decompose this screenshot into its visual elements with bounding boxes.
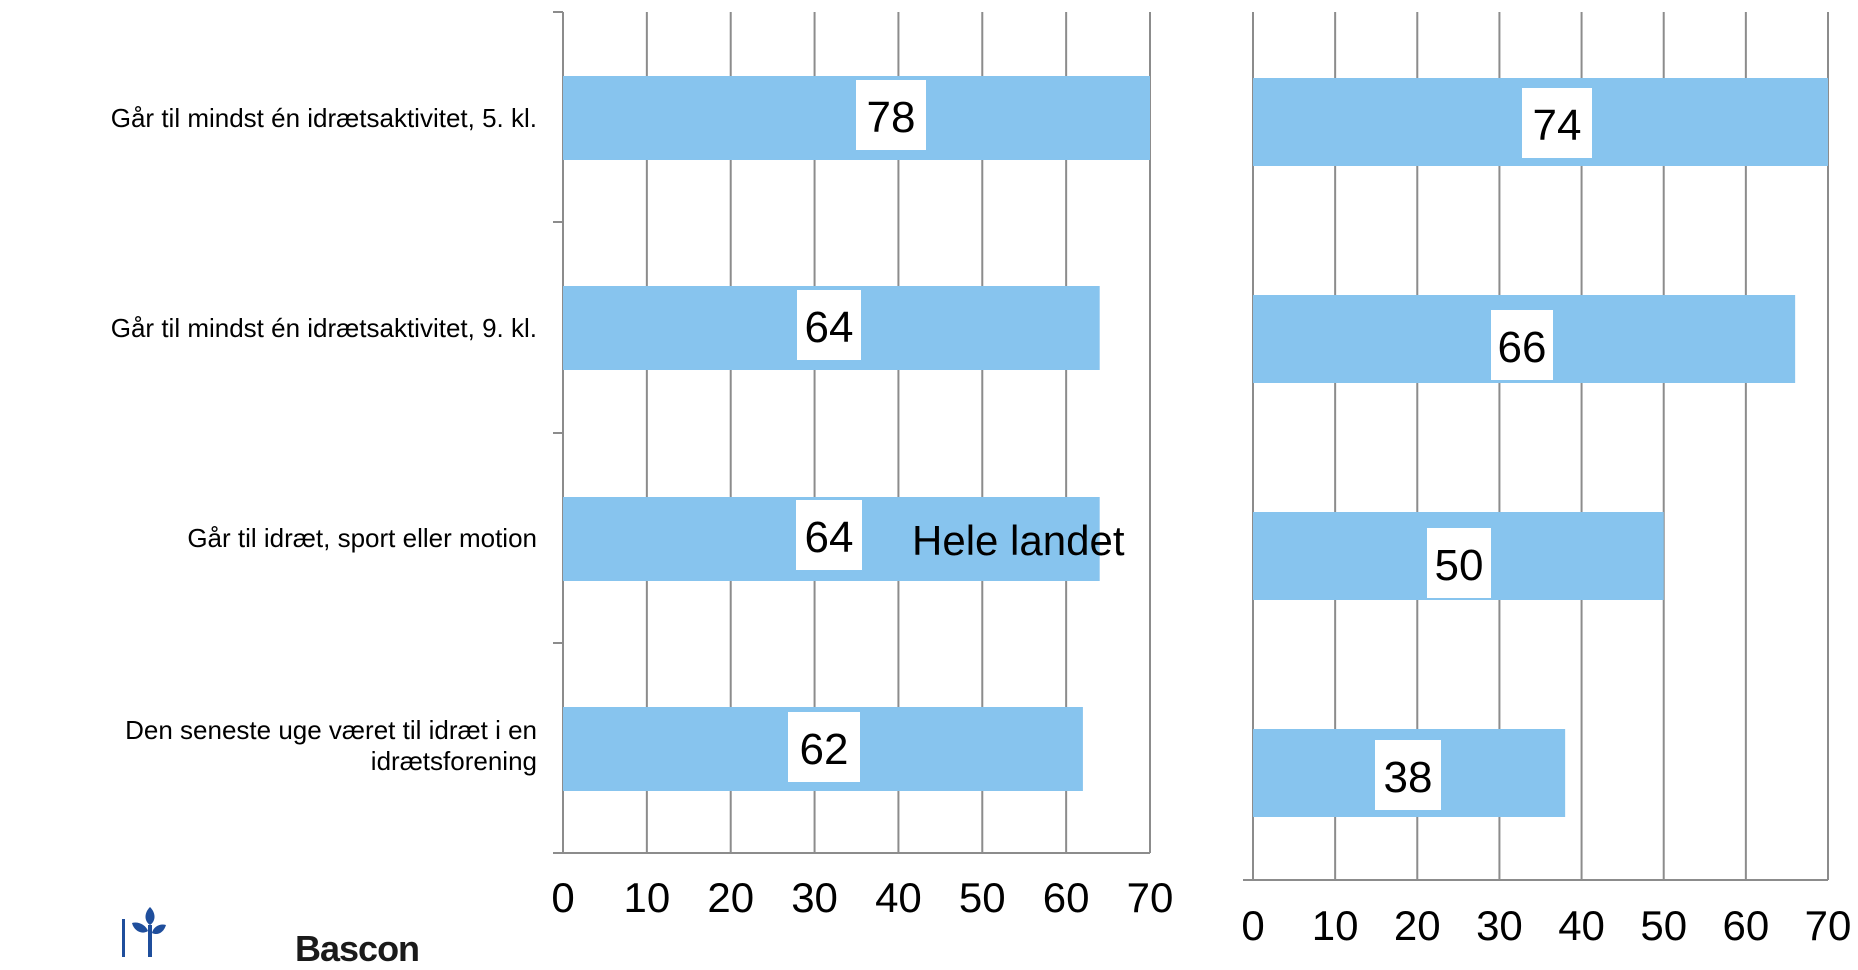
x-tick-label-2-10: 10	[1312, 902, 1359, 949]
data-label-box-2-4	[1375, 740, 1441, 810]
x-tick-label-2-20: 20	[1394, 902, 1441, 949]
data-label-box-2-2	[1491, 310, 1553, 380]
data-label-1-2: 64	[805, 303, 854, 352]
data-label-box-2-1	[1522, 88, 1592, 158]
chart-annotation: Hele landet	[912, 517, 1125, 564]
x-tick-label-1-0: 0	[551, 874, 574, 921]
x-tick-label-1-20: 20	[707, 874, 754, 921]
x-tick-label-2-40: 40	[1558, 902, 1605, 949]
x-tick-label-1-40: 40	[875, 874, 922, 921]
data-label-2-3: 50	[1435, 541, 1484, 590]
data-label-box-1-4	[788, 712, 860, 782]
x-tick-label-1-60: 60	[1043, 874, 1090, 921]
category-label-3: Går til idræt, sport eller motion	[187, 523, 537, 553]
category-label-2: Går til mindst én idrætsaktivitet, 9. kl…	[110, 313, 537, 343]
data-label-box-2-3	[1427, 528, 1491, 598]
x-tick-label-2-70: 70	[1805, 902, 1852, 949]
data-label-2-2: 66	[1498, 323, 1547, 372]
logo-text: Bascon	[295, 928, 420, 969]
x-tick-label-1-50: 50	[959, 874, 1006, 921]
x-tick-label-1-30: 30	[791, 874, 838, 921]
x-tick-label-2-50: 50	[1640, 902, 1687, 949]
category-label-1: Går til mindst én idrætsaktivitet, 5. kl…	[110, 103, 537, 133]
x-tick-label-2-0: 0	[1241, 902, 1264, 949]
data-label-2-4: 38	[1384, 753, 1433, 802]
data-label-box-1-3	[796, 500, 862, 570]
data-label-1-3: 64	[805, 513, 854, 562]
category-label-4: Den seneste uge været til idræt i en idr…	[125, 715, 537, 776]
x-tick-label-2-60: 60	[1722, 902, 1769, 949]
data-label-1-1: 78	[867, 93, 916, 142]
data-label-box-1-1	[856, 80, 926, 150]
leaf-figure-icon	[122, 907, 166, 957]
x-tick-label-1-10: 10	[623, 874, 670, 921]
x-tick-label-1-70: 70	[1127, 874, 1174, 921]
data-label-box-1-2	[797, 290, 861, 360]
data-label-1-4: 62	[800, 725, 849, 774]
data-label-2-1: 74	[1533, 101, 1582, 150]
x-tick-label-2-30: 30	[1476, 902, 1523, 949]
